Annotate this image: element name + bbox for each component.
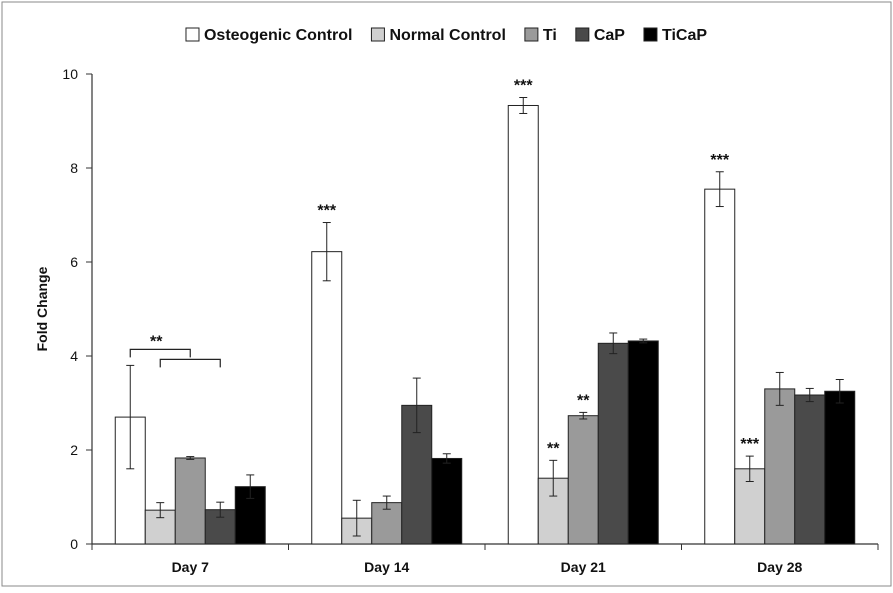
legend-item: CaP	[575, 27, 625, 44]
legend-label: Normal Control	[389, 27, 505, 44]
legend-item: Normal Control	[370, 27, 506, 44]
bar	[507, 104, 539, 545]
bar	[794, 394, 826, 545]
legend-label: CaP	[594, 27, 625, 44]
significance-label: **	[150, 333, 163, 350]
legend: Osteogenic Control Normal Control Ti CaP TiC…	[185, 27, 707, 44]
bar	[311, 251, 343, 545]
x-tick-label: Day 7	[172, 559, 210, 575]
bar	[627, 340, 659, 545]
legend-swatch	[575, 27, 590, 42]
legend-item: Ti	[524, 27, 557, 44]
y-tick-label: 8	[70, 160, 78, 176]
legend-label: Ti	[543, 27, 557, 44]
x-tick-label: Day 14	[364, 559, 409, 575]
significance-label: ***	[317, 203, 336, 220]
x-tick-label: Day 28	[757, 559, 802, 575]
error-bars	[126, 97, 844, 537]
x-tick-label: Day 21	[561, 559, 606, 575]
bar	[567, 415, 599, 545]
legend-item: TiCaP	[643, 27, 707, 44]
legend-swatch	[524, 27, 539, 42]
significance-label: ***	[710, 152, 729, 169]
bar	[597, 342, 629, 545]
significance-markers: ******************	[129, 78, 760, 457]
bar	[431, 457, 463, 545]
y-tick-label: 2	[70, 442, 78, 458]
y-tick-label: 0	[70, 536, 78, 552]
bar	[174, 457, 206, 545]
y-tick-label: 4	[70, 348, 78, 364]
bar	[824, 390, 856, 545]
legend-label: TiCaP	[662, 27, 707, 44]
y-tick-label: 10	[62, 66, 78, 82]
significance-bracket	[159, 358, 221, 368]
y-axis-label: Fold Change	[34, 266, 50, 351]
legend-swatch	[370, 27, 385, 42]
legend-label: Osteogenic Control	[204, 27, 352, 44]
bars	[114, 104, 856, 545]
y-axis: 0 2 4 6 8 10	[62, 66, 93, 552]
significance-label: **	[577, 392, 590, 409]
legend-swatch	[643, 27, 658, 42]
bar	[764, 388, 796, 545]
significance-bracket	[129, 348, 191, 358]
legend-swatch	[185, 27, 200, 42]
significance-label: ***	[740, 436, 759, 453]
y-tick-label: 6	[70, 254, 78, 270]
significance-label: **	[547, 440, 560, 457]
legend-item: Osteogenic Control	[185, 27, 352, 44]
significance-label: ***	[514, 78, 533, 95]
bar	[704, 188, 736, 545]
